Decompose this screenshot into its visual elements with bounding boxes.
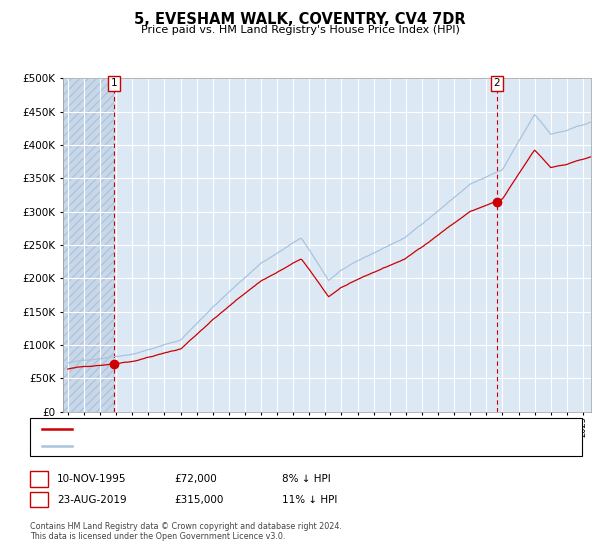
Text: £315,000: £315,000 — [174, 494, 223, 505]
Text: 5, EVESHAM WALK, COVENTRY, CV4 7DR (detached house): 5, EVESHAM WALK, COVENTRY, CV4 7DR (deta… — [75, 424, 368, 434]
Bar — [63, 78, 114, 412]
Text: 8% ↓ HPI: 8% ↓ HPI — [282, 474, 331, 484]
Text: £72,000: £72,000 — [174, 474, 217, 484]
Bar — [63, 78, 114, 412]
Text: 1: 1 — [111, 78, 118, 88]
Text: 2: 2 — [493, 78, 500, 88]
Text: 2: 2 — [35, 494, 43, 505]
Text: HPI: Average price, detached house, Coventry: HPI: Average price, detached house, Cove… — [75, 441, 305, 451]
Text: 1: 1 — [35, 474, 43, 484]
Text: Contains HM Land Registry data © Crown copyright and database right 2024.
This d: Contains HM Land Registry data © Crown c… — [30, 522, 342, 542]
Text: 10-NOV-1995: 10-NOV-1995 — [57, 474, 127, 484]
Text: 5, EVESHAM WALK, COVENTRY, CV4 7DR: 5, EVESHAM WALK, COVENTRY, CV4 7DR — [134, 12, 466, 27]
Text: 23-AUG-2019: 23-AUG-2019 — [57, 494, 127, 505]
Text: Price paid vs. HM Land Registry's House Price Index (HPI): Price paid vs. HM Land Registry's House … — [140, 25, 460, 35]
Text: 11% ↓ HPI: 11% ↓ HPI — [282, 494, 337, 505]
